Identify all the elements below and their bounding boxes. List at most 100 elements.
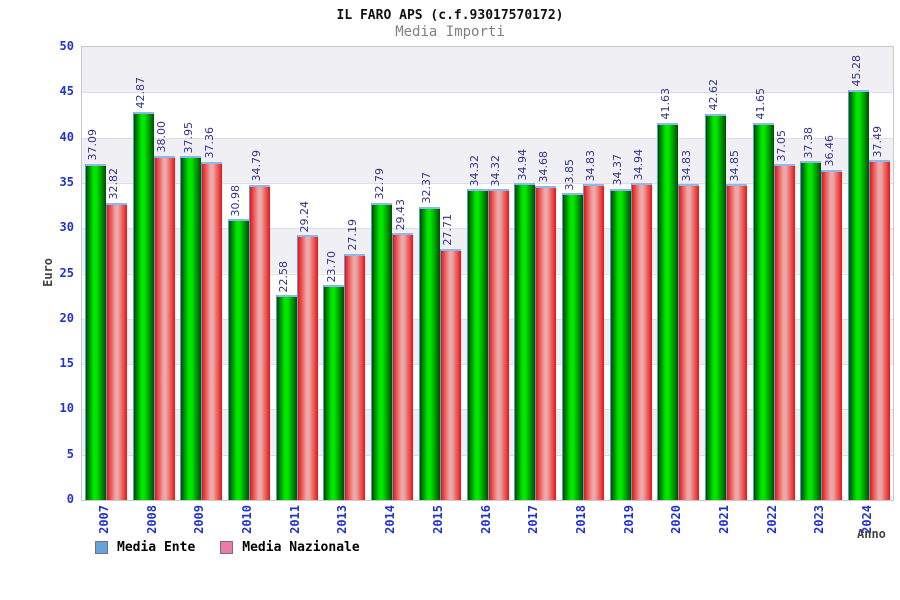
bar-value-label: 34.85 bbox=[727, 149, 741, 182]
bar-value-label: 38.00 bbox=[155, 121, 169, 153]
x-tick-label: 2016 bbox=[478, 505, 493, 534]
bar-media-ente bbox=[752, 122, 774, 500]
bar-media-ente bbox=[180, 156, 202, 500]
bar-media-nazionale bbox=[487, 189, 509, 500]
bar-value-label: 37.05 bbox=[775, 129, 789, 162]
bar-value-label: 37.09 bbox=[86, 129, 100, 161]
bar-media-ente bbox=[609, 188, 631, 500]
bar-media-ente bbox=[323, 285, 345, 500]
bar-value-label: 27.71 bbox=[441, 214, 455, 246]
bar-media-nazionale bbox=[153, 155, 175, 500]
x-tick-label: 2014 bbox=[383, 505, 398, 534]
y-tick-label: 15 bbox=[59, 356, 74, 371]
y-tick-label: 0 bbox=[66, 492, 74, 506]
bar-value-label: 37.49 bbox=[870, 125, 884, 158]
y-tick-label: 25 bbox=[59, 265, 74, 280]
y-tick-label: 20 bbox=[59, 310, 74, 325]
y-tick-label: 5 bbox=[66, 446, 74, 461]
gridline bbox=[82, 182, 893, 184]
x-tick-label: 2017 bbox=[526, 505, 541, 534]
bar-media-ente bbox=[848, 89, 870, 500]
x-tick-label: 2009 bbox=[192, 505, 207, 534]
x-axis-title: Anno bbox=[857, 527, 886, 541]
bar-value-label: 45.28 bbox=[849, 55, 863, 87]
bar-value-label: 37.95 bbox=[181, 121, 195, 154]
bar-media-ente bbox=[132, 111, 154, 500]
bar-value-label: 42.87 bbox=[134, 77, 148, 109]
legend-swatch-media-nazionale bbox=[220, 541, 234, 554]
bar-media-nazionale bbox=[344, 253, 366, 500]
bar-value-label: 34.83 bbox=[679, 149, 693, 182]
x-tick-label: 2008 bbox=[144, 505, 159, 534]
bar-value-label: 34.79 bbox=[250, 150, 264, 182]
bar-value-label: 37.36 bbox=[202, 127, 216, 159]
bar-media-nazionale bbox=[869, 160, 891, 500]
y-tick-label: 45 bbox=[59, 84, 74, 99]
bar-media-nazionale bbox=[821, 169, 843, 500]
x-tick-label: 2015 bbox=[430, 505, 445, 534]
bar-value-label: 34.94 bbox=[632, 148, 646, 181]
bar-media-nazionale bbox=[582, 184, 604, 500]
bar-value-label: 29.43 bbox=[393, 198, 407, 231]
chart-subtitle: Media Importi bbox=[395, 24, 505, 40]
bar-value-label: 23.70 bbox=[324, 250, 338, 283]
bar-media-nazionale bbox=[105, 202, 127, 500]
bar-media-ente bbox=[705, 113, 727, 500]
bar-media-ente bbox=[418, 206, 440, 500]
x-tick-label: 2019 bbox=[621, 505, 636, 534]
bar-media-nazionale bbox=[248, 184, 270, 500]
legend: Media Ente Media Nazionale bbox=[95, 540, 385, 555]
bar-media-ente bbox=[84, 163, 106, 500]
bar-media-nazionale bbox=[201, 161, 223, 500]
x-tick-label: 2020 bbox=[669, 505, 684, 534]
bar-media-nazionale bbox=[630, 183, 652, 500]
bar-media-ente bbox=[657, 122, 679, 500]
chart-title: IL FARO APS (c.f.93017570172) bbox=[336, 8, 564, 23]
legend-label-media-nazionale: Media Nazionale bbox=[242, 540, 360, 555]
bar-media-nazionale bbox=[392, 233, 414, 500]
bar-media-nazionale bbox=[439, 248, 461, 500]
legend-swatch-media-ente bbox=[95, 541, 108, 554]
x-tick-label: 2018 bbox=[573, 505, 588, 534]
bar-value-label: 42.62 bbox=[706, 79, 720, 111]
y-tick-label: 35 bbox=[59, 174, 74, 189]
gridline bbox=[82, 92, 893, 94]
x-tick-label: 2022 bbox=[764, 505, 779, 534]
y-tick-label: 40 bbox=[59, 129, 74, 144]
bar-media-nazionale bbox=[296, 235, 318, 500]
bar-value-label: 41.65 bbox=[754, 88, 768, 120]
legend-label-media-ente: Media Ente bbox=[117, 540, 196, 555]
y-tick-label: 30 bbox=[59, 220, 74, 235]
bar-media-nazionale bbox=[678, 184, 700, 500]
x-tick-label: 2011 bbox=[287, 505, 302, 534]
x-tick-label: 2007 bbox=[96, 505, 111, 534]
bar-value-label: 34.68 bbox=[536, 151, 550, 183]
bar-value-label: 27.19 bbox=[345, 219, 359, 251]
bar-media-ente bbox=[275, 295, 297, 500]
bar-media-nazionale bbox=[773, 164, 795, 500]
bar-media-ente bbox=[800, 161, 822, 500]
x-tick-label: 2023 bbox=[812, 505, 827, 534]
bar-media-nazionale bbox=[726, 184, 748, 500]
x-tick-label: 2013 bbox=[335, 505, 350, 534]
y-axis-title: Euro bbox=[41, 258, 55, 287]
bar-media-ente bbox=[371, 202, 393, 500]
bar-media-ente bbox=[561, 193, 583, 500]
x-tick-label: 2021 bbox=[717, 505, 732, 534]
bar-value-label: 34.32 bbox=[489, 154, 502, 187]
bar-media-ente bbox=[227, 219, 249, 500]
bar-value-label: 33.85 bbox=[563, 158, 577, 191]
plot-area bbox=[81, 46, 894, 501]
bar-media-nazionale bbox=[535, 185, 557, 500]
bar-value-label: 41.63 bbox=[658, 88, 672, 120]
bar-media-ente bbox=[466, 189, 488, 500]
bar-value-label: 29.24 bbox=[298, 200, 312, 233]
bar-value-label: 34.94 bbox=[515, 148, 529, 181]
bar-value-label: 22.58 bbox=[277, 260, 291, 293]
bar-media-ente bbox=[514, 183, 536, 500]
bar-value-label: 32.79 bbox=[372, 168, 386, 200]
background-band bbox=[82, 47, 893, 93]
bar-value-label: 34.83 bbox=[584, 149, 598, 182]
bar-value-label: 32.82 bbox=[107, 168, 121, 200]
